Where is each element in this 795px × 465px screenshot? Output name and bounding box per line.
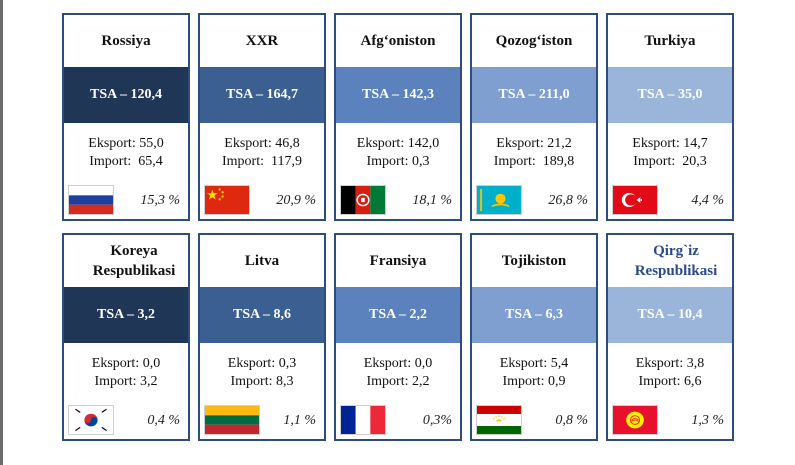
tsa-value: TSA – 164,7 [200, 67, 324, 123]
china-flag-icon [204, 185, 250, 215]
lithuania-flag-icon [204, 405, 260, 435]
import-value: Import: 20,3 [633, 154, 707, 169]
import-value: Import: 8,3 [230, 374, 294, 389]
country-name: Afg‘oniston [360, 33, 436, 49]
import-value: Import: 189,8 [493, 154, 575, 169]
card-france: Fransiya TSA – 2,2 Eksport: 0,0 Import: … [334, 233, 462, 441]
tsa-value: TSA – 10,4 [608, 287, 732, 343]
turkey-flag-icon [612, 185, 658, 215]
import-value: Import: 0,9 [502, 374, 566, 389]
import-value: Import: 2,2 [366, 374, 430, 389]
country-name: Fransiya [369, 253, 427, 269]
export-value: Eksport: 14,7 [632, 136, 708, 151]
afghanistan-flag-icon [340, 185, 386, 215]
country-name: Qirg`iz Respublikasi [634, 243, 718, 279]
france-flag-icon [340, 405, 386, 435]
trade-values: Eksport: 14,7 Import: 20,3 [608, 135, 732, 171]
share-percent: 15,3 % [140, 193, 180, 208]
tsa-value: TSA – 142,3 [336, 67, 460, 123]
country-name: Litva [244, 253, 280, 269]
import-value: Import: 6,6 [638, 374, 702, 389]
country-name: Qozog‘iston [495, 33, 573, 49]
share-percent: 4,4 % [691, 193, 724, 208]
trade-values: Eksport: 142,0 Import: 0,3 [336, 135, 460, 171]
left-edge-line [0, 0, 3, 465]
share-percent: 0,8 % [555, 413, 588, 428]
country-name: Tojikiston [501, 253, 567, 269]
share-percent: 0,4 % [147, 413, 180, 428]
country-name: XXR [245, 33, 279, 49]
tsa-value: TSA – 3,2 [64, 287, 188, 343]
export-value: Eksport: 0,0 [91, 356, 161, 371]
card-russia: Rossiya TSA – 120,4 Eksport: 55,0 Import… [62, 13, 190, 221]
kazakhstan-flag-icon [476, 185, 522, 215]
tsa-value: TSA – 35,0 [608, 67, 732, 123]
trade-values: Eksport: 55,0 Import: 65,4 [64, 135, 188, 171]
import-value: Import: 65,4 [89, 154, 163, 169]
export-value: Eksport: 0,0 [363, 356, 433, 371]
card-lithuania: Litva TSA – 8,6 Eksport: 0,3 Import: 8,3… [198, 233, 326, 441]
tsa-value: TSA – 211,0 [472, 67, 596, 123]
trade-values: Eksport: 0,0 Import: 2,2 [336, 355, 460, 391]
country-name: Turkiya [644, 33, 696, 49]
russia-flag-icon [68, 185, 114, 215]
card-turkey: Turkiya TSA – 35,0 Eksport: 14,7 Import:… [606, 13, 734, 221]
card-afghanistan: Afg‘oniston TSA – 142,3 Eksport: 142,0 I… [334, 13, 462, 221]
import-value: Import: 0,3 [366, 154, 430, 169]
share-percent: 26,8 % [548, 193, 588, 208]
export-value: Eksport: 21,2 [496, 136, 572, 151]
tsa-value: TSA – 2,2 [336, 287, 460, 343]
card-kyrgyzstan: Qirg`iz Respublikasi TSA – 10,4 Eksport:… [606, 233, 734, 441]
card-kazakhstan: Qozog‘iston TSA – 211,0 Eksport: 21,2 Im… [470, 13, 598, 221]
card-china: XXR TSA – 164,7 Eksport: 46,8 Import: 11… [198, 13, 326, 221]
export-value: Eksport: 3,8 [635, 356, 705, 371]
tsa-value: TSA – 120,4 [64, 67, 188, 123]
kyrgyzstan-flag-icon [612, 405, 658, 435]
trade-values: Eksport: 0,0 Import: 3,2 [64, 355, 188, 391]
country-name: Rossiya [101, 33, 151, 49]
import-value: Import: 3,2 [94, 374, 158, 389]
country-name: Koreya Respublikasi [92, 243, 176, 279]
share-percent: 20,9 % [276, 193, 316, 208]
trade-values: Eksport: 21,2 Import: 189,8 [472, 135, 596, 171]
share-percent: 0,3% [422, 413, 452, 428]
card-tajikistan: Tojikiston TSA – 6,3 Eksport: 5,4 Import… [470, 233, 598, 441]
tajikistan-flag-icon [476, 405, 522, 435]
export-value: Eksport: 0,3 [227, 356, 297, 371]
share-percent: 18,1 % [412, 193, 452, 208]
share-percent: 1,1 % [283, 413, 316, 428]
export-value: Eksport: 55,0 [88, 136, 164, 151]
export-value: Eksport: 46,8 [224, 136, 300, 151]
trade-values: Eksport: 46,8 Import: 117,9 [200, 135, 324, 171]
trade-values: Eksport: 0,3 Import: 8,3 [200, 355, 324, 391]
card-south-korea: Koreya Respublikasi TSA – 3,2 Eksport: 0… [62, 233, 190, 441]
country-trade-grid: Rossiya TSA – 120,4 Eksport: 55,0 Import… [62, 13, 738, 453]
trade-values: Eksport: 5,4 Import: 0,9 [472, 355, 596, 391]
export-value: Eksport: 142,0 [356, 136, 440, 151]
import-value: Import: 117,9 [222, 154, 302, 169]
tsa-value: TSA – 8,6 [200, 287, 324, 343]
trade-values: Eksport: 3,8 Import: 6,6 [608, 355, 732, 391]
export-value: Eksport: 5,4 [499, 356, 569, 371]
share-percent: 1,3 % [691, 413, 724, 428]
south-korea-flag-icon [68, 405, 114, 435]
tsa-value: TSA – 6,3 [472, 287, 596, 343]
